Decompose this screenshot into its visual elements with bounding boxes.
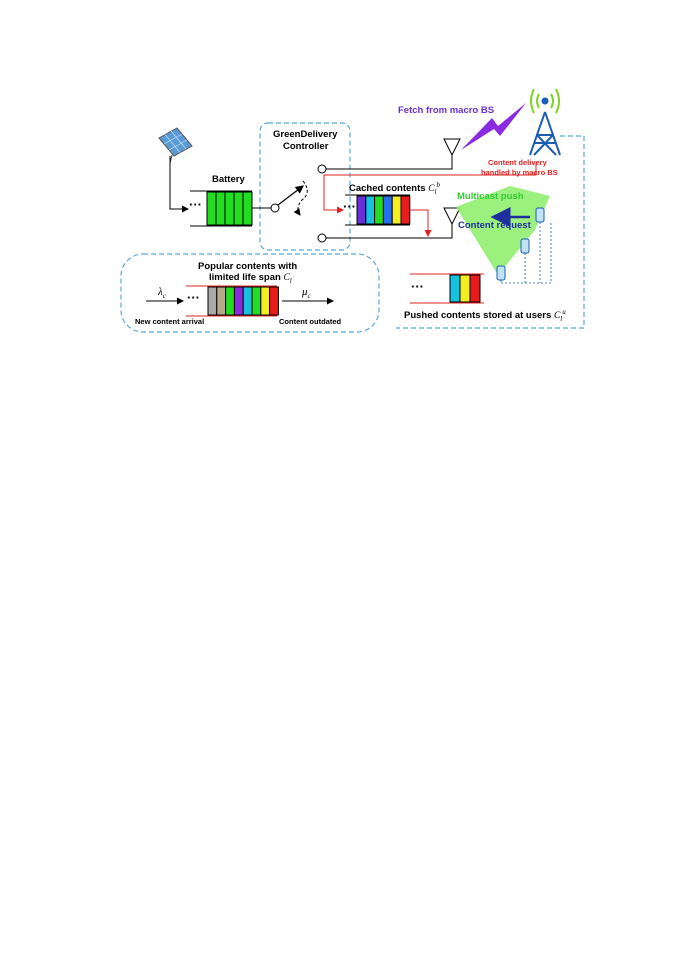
popular-content-cell	[225, 286, 235, 316]
battery-cell	[233, 191, 244, 226]
phone-icon	[535, 207, 545, 283]
red-macro-path-upper	[323, 163, 537, 214]
solar-panel-icon	[158, 127, 193, 164]
popular-content-cell	[216, 286, 227, 316]
delivery-label-line1: Content delivery	[488, 158, 547, 167]
popular-label-line2: limited life span Cl	[209, 272, 292, 285]
controller-label-line1: GreenDelivery	[273, 129, 338, 140]
popular-content-cell	[260, 286, 271, 316]
cached-content-cell	[374, 195, 384, 225]
battery-cell	[242, 191, 253, 226]
cached-contents-label: Cached contents Clb	[349, 181, 440, 197]
popular-content-cell	[242, 286, 253, 316]
controller-box	[259, 122, 351, 251]
pushed-content-cell	[449, 274, 461, 303]
popular-content-cell	[269, 286, 279, 316]
popular-content-cell	[207, 286, 218, 316]
pushed-content-cell	[469, 274, 481, 303]
tower-icon	[529, 97, 561, 156]
cached-content-cell	[391, 195, 402, 225]
lightning-icon	[461, 103, 526, 150]
red-macro-path-lower	[410, 209, 432, 237]
pushed-content-cell	[459, 274, 471, 303]
cached-content-cell	[365, 195, 376, 225]
battery-cell	[206, 191, 217, 226]
battery-cell	[224, 191, 235, 226]
battery-cells	[206, 191, 253, 226]
cached-cells	[356, 195, 411, 225]
battery-cell	[215, 191, 226, 226]
cached-content-cell	[356, 195, 367, 225]
pushed-contents-label: Pushed contents stored at users Clu	[404, 308, 566, 324]
phone-icon	[496, 265, 506, 283]
content-request-label: Content request	[458, 220, 531, 231]
popular-label-line1: Popular contents with	[198, 261, 298, 272]
user-link-line	[501, 222, 552, 284]
fetch-label: Fetch from macro BS	[398, 105, 495, 116]
signal-wave-icon	[530, 88, 560, 114]
antenna-icon	[443, 207, 461, 226]
phone-icon	[520, 238, 530, 283]
cached-content-cell	[400, 195, 411, 225]
cache-ellipsis: ···	[343, 199, 356, 214]
popular-content-cell	[233, 286, 244, 316]
switch-icon	[270, 164, 327, 243]
solar-to-battery-arrow	[169, 156, 189, 213]
delivery-label-line2: handled by macro BS	[481, 168, 558, 177]
pushed-ellipsis: ···	[411, 279, 424, 294]
controller-label-line2: Controller	[283, 141, 329, 152]
new-arrival-label: New content arrival	[135, 317, 205, 326]
popular-content-cell	[251, 286, 262, 316]
lambda-symbol: λc	[158, 286, 166, 301]
cached-content-cell	[382, 195, 393, 225]
popular-ellipsis: ···	[187, 290, 200, 305]
bs-dashed-boundary	[396, 135, 585, 329]
popular-contents-box	[120, 253, 380, 333]
multicast-beam	[456, 186, 550, 275]
outdated-label: Content outdated	[279, 317, 342, 326]
popular-cells	[207, 286, 279, 316]
antenna-icon	[443, 138, 461, 157]
pushed-cells	[449, 274, 481, 303]
battery-label: Battery	[212, 174, 245, 185]
mu-symbol: μc	[302, 286, 311, 301]
upper-output-line	[326, 155, 453, 170]
battery-ellipsis: ···	[189, 197, 202, 212]
multicast-label: Multicast push	[457, 191, 524, 202]
